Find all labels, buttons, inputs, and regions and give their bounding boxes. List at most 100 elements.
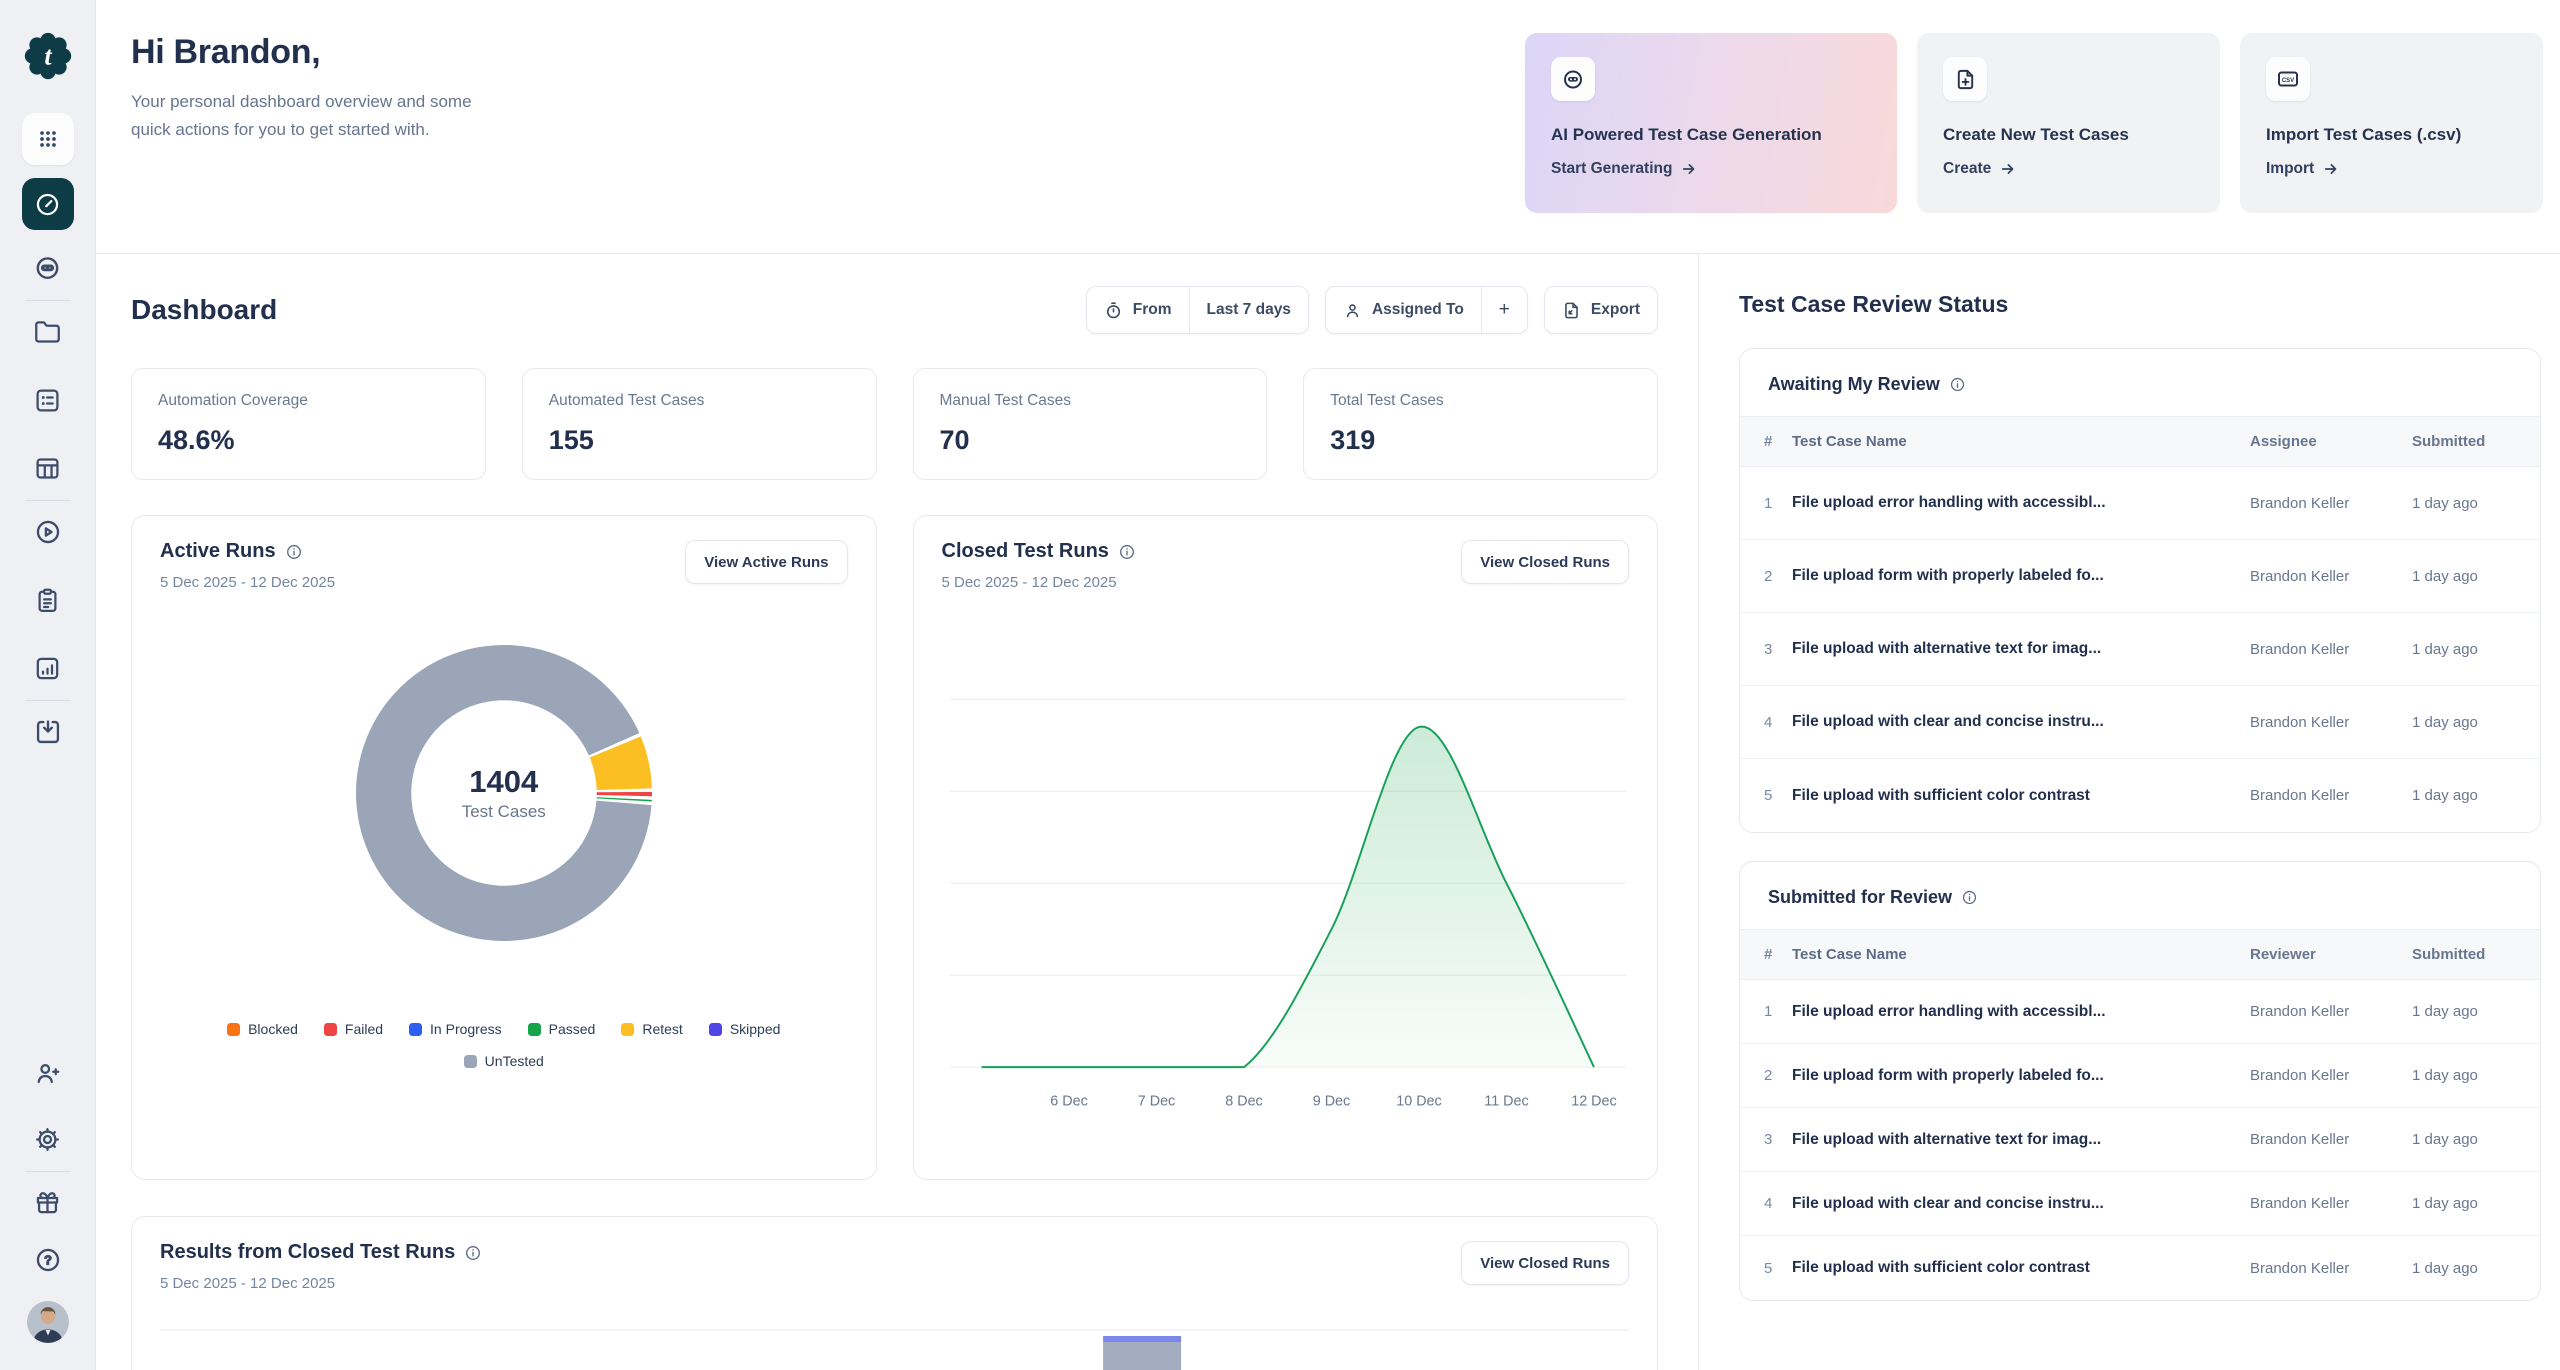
- sidebar-item-import[interactable]: [33, 717, 63, 747]
- plus-icon: +: [1499, 299, 1510, 321]
- test-case-list-icon: [34, 387, 61, 414]
- legend-item-skipped[interactable]: Skipped: [709, 1021, 781, 1037]
- area-chart-svg: 6 Dec7 Dec8 Dec9 Dec10 Dec11 Dec12 Dec: [942, 605, 1634, 1117]
- assigned-to-segment[interactable]: Assigned To: [1326, 287, 1481, 333]
- table-row[interactable]: 1 File upload error handling with access…: [1740, 980, 2540, 1044]
- info-icon[interactable]: [1118, 543, 1136, 561]
- legend-item-passed[interactable]: Passed: [528, 1021, 596, 1037]
- date-from-segment[interactable]: From: [1087, 287, 1189, 333]
- folder-icon: [34, 319, 61, 346]
- user-avatar[interactable]: [27, 1301, 69, 1348]
- sidebar-item-whats-new[interactable]: [33, 1187, 63, 1217]
- sidebar-item-table-view[interactable]: [33, 453, 63, 483]
- sidebar-item-test-runs[interactable]: [33, 517, 63, 547]
- action-card-title: Import Test Cases (.csv): [2266, 125, 2517, 145]
- export-file-icon: [1562, 301, 1581, 320]
- ai-generation-card[interactable]: AI Powered Test Case Generation Start Ge…: [1525, 33, 1897, 213]
- create-test-cases-card[interactable]: Create New Test Cases Create: [1917, 33, 2220, 213]
- settings-gear-icon: [34, 1126, 61, 1153]
- awaiting-review-header: Awaiting My Review: [1740, 349, 2540, 416]
- charts-row: Active Runs 5 Dec 2025 - 12 Dec 2025 Vie…: [131, 515, 1658, 1180]
- export-button[interactable]: Export: [1544, 286, 1658, 334]
- table-row[interactable]: 4 File upload with clear and concise ins…: [1740, 686, 2540, 759]
- sidebar-item-test-cases[interactable]: [33, 385, 63, 415]
- sidebar-item-analytics[interactable]: [33, 653, 63, 683]
- table-row[interactable]: 5 File upload with sufficient color cont…: [1740, 1236, 2540, 1300]
- legend-item-retest[interactable]: Retest: [621, 1021, 682, 1037]
- legend-label: Skipped: [730, 1021, 781, 1037]
- legend-item-failed[interactable]: Failed: [324, 1021, 383, 1037]
- legend-label: In Progress: [430, 1021, 502, 1037]
- help-circle-icon: ?: [34, 1246, 62, 1274]
- table-row[interactable]: 2 File upload form with properly labeled…: [1740, 540, 2540, 613]
- legend-item-in-progress[interactable]: In Progress: [409, 1021, 502, 1037]
- col-test-case-name: Test Case Name: [1792, 433, 2250, 450]
- sidebar-item-reports[interactable]: [33, 585, 63, 615]
- sidebar-item-projects[interactable]: [33, 317, 63, 347]
- file-plus-icon-chip: [1943, 57, 1987, 101]
- page-greeting: Hi Brandon,: [131, 33, 511, 72]
- app-logo[interactable]: t: [22, 30, 74, 87]
- file-plus-icon: [1954, 68, 1977, 91]
- import-test-cases-card[interactable]: CSV Import Test Cases (.csv) Import: [2240, 33, 2543, 213]
- info-icon[interactable]: [285, 543, 303, 561]
- legend-label: UnTested: [485, 1053, 544, 1069]
- bar-segment-top: [1103, 1336, 1181, 1342]
- info-icon[interactable]: [1949, 376, 1966, 393]
- view-closed-runs-button-2[interactable]: View Closed Runs: [1461, 1241, 1629, 1285]
- awaiting-review-title: Awaiting My Review: [1768, 374, 1940, 395]
- view-closed-runs-button[interactable]: View Closed Runs: [1461, 540, 1629, 584]
- bar-chart-svg: [160, 1308, 1629, 1370]
- legend-swatch: [621, 1023, 634, 1036]
- assigned-to-label: Assigned To: [1372, 301, 1464, 319]
- stat-value: 319: [1330, 425, 1631, 456]
- stat-value: 48.6%: [158, 425, 459, 456]
- stat-label: Manual Test Cases: [940, 392, 1241, 410]
- table-row[interactable]: 5 File upload with sufficient color cont…: [1740, 759, 2540, 832]
- table-row[interactable]: 2 File upload form with properly labeled…: [1740, 1044, 2540, 1108]
- date-range-value[interactable]: Last 7 days: [1190, 287, 1308, 333]
- app-root: t: [0, 0, 2560, 1370]
- closed-runs-area-chart[interactable]: 6 Dec7 Dec8 Dec9 Dec10 Dec11 Dec12 Dec: [942, 605, 1630, 1122]
- closed-runs-date-range: 5 Dec 2025 - 12 Dec 2025: [942, 574, 1136, 591]
- submitted-review-header: Submitted for Review: [1740, 862, 2540, 929]
- table-row[interactable]: 3 File upload with alternative text for …: [1740, 613, 2540, 686]
- action-card-title: Create New Test Cases: [1943, 125, 2194, 145]
- table-row[interactable]: 3 File upload with alternative text for …: [1740, 1108, 2540, 1172]
- x-tick-label: 6 Dec: [1050, 1094, 1087, 1110]
- results-bar-chart[interactable]: [160, 1308, 1629, 1370]
- legend-item-untested[interactable]: UnTested: [464, 1053, 544, 1069]
- sidebar-item-settings[interactable]: [33, 1124, 63, 1154]
- sidebar-item-apps[interactable]: [22, 113, 74, 165]
- create-link[interactable]: Create: [1943, 160, 2194, 178]
- legend-label: Failed: [345, 1021, 383, 1037]
- sidebar-item-invite-user[interactable]: [33, 1058, 63, 1088]
- active-runs-date-range: 5 Dec 2025 - 12 Dec 2025: [160, 574, 335, 591]
- sidebar: t: [0, 0, 96, 1370]
- table-row[interactable]: 4 File upload with clear and concise ins…: [1740, 1172, 2540, 1236]
- date-range-filter[interactable]: From Last 7 days: [1086, 286, 1309, 334]
- apps-grid-icon: [35, 126, 61, 152]
- sidebar-item-ai-assistant[interactable]: [33, 252, 63, 282]
- table-row[interactable]: 1 File upload error handling with access…: [1740, 467, 2540, 540]
- closed-runs-title: Closed Test Runs: [942, 540, 1109, 563]
- stats-row: Automation Coverage 48.6% Automated Test…: [131, 368, 1658, 480]
- stat-label: Automation Coverage: [158, 392, 459, 410]
- assigned-to-filter[interactable]: Assigned To +: [1325, 286, 1528, 334]
- view-active-runs-button[interactable]: View Active Runs: [685, 540, 847, 584]
- sidebar-item-dashboard[interactable]: [22, 178, 74, 230]
- closed-runs-card: Closed Test Runs 5 Dec 2025 - 12 Dec 202…: [913, 515, 1659, 1180]
- col-assignee: Assignee: [2250, 433, 2412, 450]
- add-filter-button[interactable]: +: [1482, 287, 1527, 333]
- info-icon[interactable]: [464, 1244, 482, 1262]
- start-generating-link[interactable]: Start Generating: [1551, 160, 1871, 178]
- sidebar-item-help[interactable]: ?: [33, 1245, 63, 1275]
- robot-icon: [33, 253, 62, 282]
- content: Dashboard From Last 7 days: [96, 254, 2560, 1370]
- active-runs-donut-chart[interactable]: 1404 Test Cases: [354, 643, 654, 943]
- legend-item-blocked[interactable]: Blocked: [227, 1021, 298, 1037]
- info-icon[interactable]: [1961, 889, 1978, 906]
- import-link[interactable]: Import: [2266, 160, 2517, 178]
- legend-swatch: [227, 1023, 240, 1036]
- avatar-photo: [27, 1301, 69, 1343]
